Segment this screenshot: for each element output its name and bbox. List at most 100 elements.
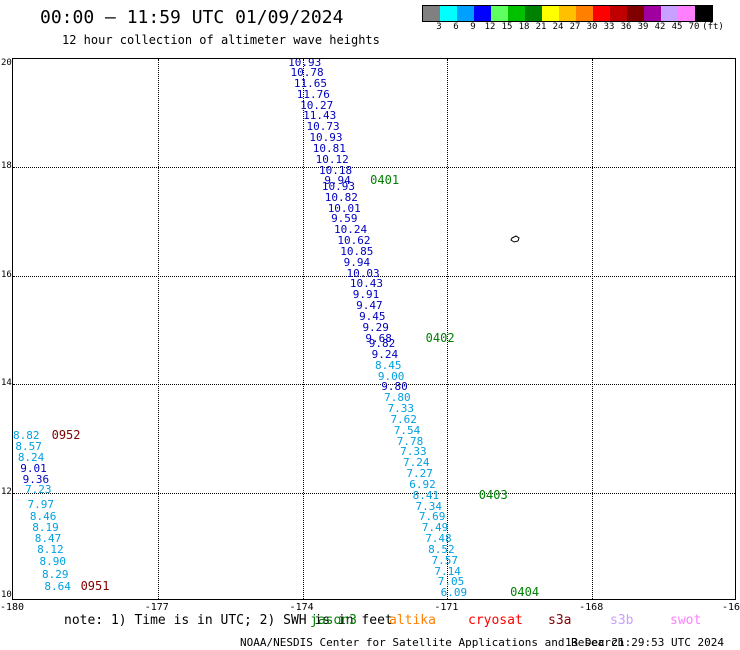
wave-height-value: 10.93 <box>321 179 356 193</box>
wave-height-value: 9.94 <box>324 174 351 188</box>
legend-swatch <box>491 6 508 21</box>
pass-time-label: 0401 <box>370 173 400 188</box>
legend-swatch <box>525 6 542 21</box>
wave-height-value: 7.33 <box>400 445 427 459</box>
grid-line-vertical <box>592 59 594 599</box>
wave-height-value: 7.69 <box>418 510 446 524</box>
wave-height-value: 7.62 <box>390 412 417 426</box>
wave-height-value: 10.78 <box>290 66 324 79</box>
x-axis-tick-label: -16 <box>721 602 740 613</box>
page-title: 00:00 – 11:59 UTC 01/09/2024 <box>40 7 344 28</box>
wave-height-value: 7.97 <box>27 497 54 511</box>
island-icon <box>510 235 520 243</box>
wave-height-value: 8.52 <box>428 542 455 556</box>
wave-height-value: 8.12 <box>37 542 64 556</box>
wave-height-value: 7.24 <box>402 456 430 470</box>
x-axis-tick-label: -180 <box>0 602 25 613</box>
legend-swatch <box>593 6 610 21</box>
wave-height-value: 10.18 <box>319 163 353 177</box>
wave-height-value: 11.76 <box>296 87 330 101</box>
wave-height-value: 8.45 <box>375 358 402 372</box>
wave-height-value: 10.93 <box>309 131 343 145</box>
x-axis-tick-label: -168 <box>579 602 604 613</box>
wave-height-value: 7.78 <box>396 434 424 448</box>
legend-tick-label: 15 <box>501 22 513 32</box>
wave-height-value: 8.90 <box>39 555 67 569</box>
wave-height-value: 8.57 <box>15 439 42 453</box>
grid-line-horizontal <box>13 492 735 494</box>
legend-unit: (ft) <box>702 22 724 32</box>
wave-height-value: 10.01 <box>327 201 361 215</box>
wave-height-value: 11.65 <box>293 76 328 90</box>
x-axis-tick-label: -177 <box>144 602 169 613</box>
grid-line-horizontal <box>13 384 735 386</box>
legend-swatch <box>576 6 593 21</box>
wave-height-value: 10.27 <box>300 98 334 112</box>
wave-height-value: 10.12 <box>315 152 349 166</box>
wave-height-value: 10.93 <box>288 58 322 69</box>
pass-time-label: 0951 <box>80 579 110 594</box>
note-row: note: 1) Time is in UTC; 2) SWH is in fe… <box>0 613 740 631</box>
satellite-legend-item: cryosat <box>468 613 523 628</box>
wave-height-value: 10.03 <box>346 266 380 280</box>
legend-tick-label: 27 <box>569 22 581 32</box>
pass-time-label: 0404 <box>510 585 540 600</box>
wave-height-value: 7.27 <box>406 467 433 481</box>
grid-line-vertical <box>302 59 304 599</box>
satellite-legend-item: s3a <box>548 613 572 628</box>
map-plot-area: 10.93 10.78 11.65 11.76 10.27 11.43 10.73 10.93… <box>12 58 736 600</box>
wave-height-value: 9.94 <box>343 255 371 269</box>
wave-height-value: 9.29 <box>362 320 389 334</box>
wave-height-value: 7.23 <box>25 483 52 497</box>
legend-swatch <box>474 6 491 21</box>
footer-timestamp: 13 Dec 21:29:53 UTC 2024 <box>565 636 724 649</box>
wave-height-value: 8.24 <box>17 450 45 464</box>
x-axis-tick-label: -174 <box>289 602 314 613</box>
wave-height-value: 9.68 <box>365 331 392 345</box>
wave-height-value: 8.41 <box>412 488 440 502</box>
wave-height-value: 8.82 <box>13 429 40 443</box>
satellite-legend-item: swot <box>670 613 702 628</box>
island-outline <box>510 235 520 243</box>
grid-line-vertical <box>447 59 449 599</box>
legend-tick-label: 24 <box>552 22 564 32</box>
wave-height-value: 10.81 <box>312 141 346 155</box>
y-axis-tick-label: 10 <box>1 590 12 600</box>
wave-height-value: 9.80 <box>381 380 408 394</box>
legend-swatch <box>457 6 474 21</box>
satellite-legend-item: jason3 <box>310 613 357 628</box>
legend-swatch <box>695 6 712 21</box>
wave-height-value: 9.01 <box>20 461 47 475</box>
page-subtitle: 12 hour collection of altimeter wave hei… <box>62 33 380 47</box>
wave-height-value: 6.09 <box>440 586 468 600</box>
wave-height-value: 7.48 <box>425 532 452 546</box>
legend-swatch <box>542 6 559 21</box>
legend-swatch <box>610 6 627 21</box>
y-axis-tick-label: 16 <box>1 269 12 280</box>
grid-line-vertical <box>157 59 159 599</box>
wave-height-value: 7.14 <box>434 564 461 578</box>
legend-tick-label: 3 <box>436 22 442 32</box>
wave-height-value: 10.43 <box>349 277 384 291</box>
y-axis-tick-label: 14 <box>1 378 12 389</box>
wave-height-value: 10.73 <box>306 120 340 134</box>
legend-tick-label: 36 <box>620 22 632 32</box>
wave-height-value: 8.47 <box>34 532 62 546</box>
legend-tick-label: 18 <box>518 22 530 32</box>
pass-time-label: 0952 <box>51 428 81 443</box>
wave-height-value: 10.82 <box>324 190 358 204</box>
color-legend <box>422 5 713 22</box>
wave-height-value: 7.54 <box>393 423 421 437</box>
wave-height-value: 9.91 <box>352 288 380 302</box>
wave-height-value: 7.49 <box>421 521 449 535</box>
legend-swatch <box>423 6 440 21</box>
wave-height-value: 8.19 <box>32 521 59 535</box>
legend-tick-label: 6 <box>453 22 459 32</box>
legend-swatch <box>440 6 457 21</box>
wave-height-value: 8.64 <box>44 580 71 594</box>
legend-tick-label: 9 <box>470 22 476 32</box>
wave-height-value: 7.57 <box>431 553 458 567</box>
wave-height-value: 6.92 <box>409 477 436 491</box>
wave-height-value: 8.29 <box>41 567 69 581</box>
legend-swatch <box>644 6 661 21</box>
